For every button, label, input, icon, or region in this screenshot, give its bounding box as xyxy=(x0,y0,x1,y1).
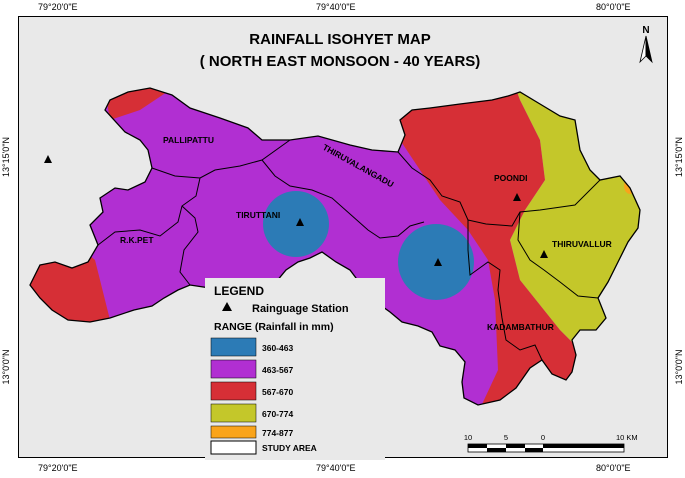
station-marker xyxy=(513,193,521,201)
legend-label-567-670: 567-670 xyxy=(262,387,293,397)
zone-774-877 xyxy=(624,178,636,194)
legend-title: LEGEND xyxy=(214,284,264,298)
scale-label-10km: 10 KM xyxy=(616,433,638,442)
legend-label-360-463: 360-463 xyxy=(262,343,293,353)
zone-567-670-west xyxy=(30,230,110,330)
legend-label-study-area: STUDY AREA xyxy=(262,443,317,453)
north-arrow-icon xyxy=(639,35,653,64)
legend-swatch-567-670 xyxy=(210,381,257,401)
coord-top-1: 79°20'0"E xyxy=(38,2,78,12)
station-marker xyxy=(540,250,548,258)
legend-station-label: Rainguage Station xyxy=(252,303,349,315)
legend-swatch-670-774 xyxy=(210,403,257,423)
map-title-line2: ( NORTH EAST MONSOON - 40 YEARS) xyxy=(200,53,481,70)
place-label-kadambathur: KADAMBATHUR xyxy=(487,322,554,332)
station-markers xyxy=(44,155,548,266)
legend-label-670-774: 670-774 xyxy=(262,409,293,419)
coord-bottom-2: 79°40'0"E xyxy=(316,463,356,473)
place-label-poondi: POONDI xyxy=(494,173,528,183)
taluk-boundaries xyxy=(97,139,601,361)
map-title-line1: RAINFALL ISOHYET MAP xyxy=(249,31,430,48)
legend-label-463-567: 463-567 xyxy=(262,365,293,375)
legend-swatch-360-463 xyxy=(210,337,257,357)
place-label-tiruttani: TIRUTTANI xyxy=(236,210,280,220)
coord-bottom-1: 79°20'0"E xyxy=(38,463,78,473)
legend-range-title: RANGE (Rainfall in mm) xyxy=(214,321,334,333)
place-label-pallipattu: PALLIPATTU xyxy=(163,135,214,145)
station-marker xyxy=(44,155,52,163)
scale-label-0: 0 xyxy=(541,433,545,442)
legend-swatch-774-877 xyxy=(210,425,257,439)
scale-bar: 10 5 0 10 KM xyxy=(464,433,638,453)
place-label-thiruvallur: THIRUVALLUR xyxy=(552,239,612,249)
coord-bottom-3: 80°0'0"E xyxy=(596,463,631,473)
legend-swatch-study-area xyxy=(210,440,257,455)
zone-567-670-east xyxy=(395,88,590,405)
north-arrow-label: N xyxy=(642,25,649,36)
place-label-rkpet: R.K.PET xyxy=(120,235,154,245)
coord-top-3: 80°0'0"E xyxy=(596,2,631,12)
legend-label-774-877: 774-877 xyxy=(262,428,293,438)
coord-top-2: 79°40'0"E xyxy=(316,2,356,12)
scale-label-10-left: 10 xyxy=(464,433,472,442)
legend-station-icon xyxy=(222,302,232,311)
zone-360-463-tiruttani xyxy=(263,191,329,257)
legend-swatch-463-567 xyxy=(210,359,257,379)
station-marker xyxy=(434,258,442,266)
scale-label-5: 5 xyxy=(504,433,508,442)
legend: LEGEND Rainguage Station RANGE (Rainfall… xyxy=(205,278,385,460)
station-marker xyxy=(296,218,304,226)
